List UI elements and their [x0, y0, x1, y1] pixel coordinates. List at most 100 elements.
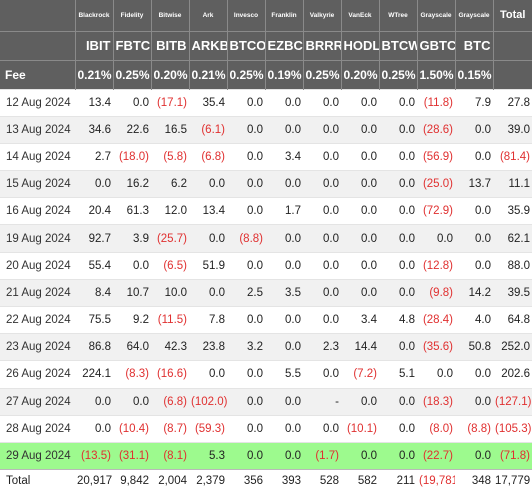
flow-value: 16.2: [113, 170, 151, 198]
flow-value: 0.0: [227, 387, 265, 416]
fee-blank: [492, 59, 532, 89]
flow-value: 4.0: [455, 305, 493, 334]
flow-value: (8.7): [151, 414, 189, 443]
flow-value: 0.0: [189, 170, 227, 198]
ticker-header-row: IBIT FBTC BITB ARKB BTCO EZBC BRRR HODL BTCW GBTC…: [0, 30, 532, 60]
flow-value: 0.0: [75, 387, 113, 416]
flow-value: 2.3: [303, 333, 341, 361]
flow-value: 0.0: [379, 88, 417, 117]
flow-value: 0.0: [113, 251, 151, 280]
flow-value: (8.3): [113, 360, 151, 389]
flow-value: (10.1): [341, 414, 379, 443]
table-row: 15 Aug 2024 0.0 16.2 6.2 0.0 0.0 0.0 0.0 0.0 0.0(…: [0, 170, 532, 198]
total-value: 393: [265, 469, 303, 492]
flow-value: 1.7: [265, 197, 303, 225]
flow-value: 0.0: [303, 88, 341, 117]
flow-value: 0.0: [379, 142, 417, 171]
flow-value: 7.9: [455, 88, 493, 117]
flow-value: (8.0): [417, 414, 455, 443]
flow-value: (17.1): [151, 88, 189, 117]
table-row: 22 Aug 2024 75.5 9.2 (11.5) 7.8 0.0 0.0 0.0 3.4 4…: [0, 305, 532, 334]
flow-value: 92.7: [75, 224, 113, 253]
flow-value: (28.6): [417, 115, 455, 144]
row-date: 22 Aug 2024: [0, 305, 75, 334]
issuer-label: Invesco: [226, 0, 265, 31]
ticker-blank: [492, 30, 532, 60]
table-row: 23 Aug 2024 86.8 64.0 42.3 23.8 3.2 0.0 2.3 14.4…: [0, 333, 532, 361]
row-date: 13 Aug 2024: [0, 115, 75, 144]
flow-value: (11.8): [417, 88, 455, 117]
flow-value: 0.0: [265, 333, 303, 361]
flow-value: (16.6): [151, 360, 189, 389]
flow-value: (59.3): [189, 414, 227, 443]
ticker-label: ARKB: [188, 30, 227, 60]
corner-cell: [0, 30, 75, 60]
fee-value: 0.20%: [340, 59, 379, 89]
flow-value: 0.0: [455, 251, 493, 280]
row-date: 19 Aug 2024: [0, 224, 75, 253]
flow-value: 0.0: [303, 360, 341, 389]
flow-value: (22.7): [417, 441, 455, 470]
flow-value: 0.0: [455, 360, 493, 389]
row-total: 11.1: [493, 170, 532, 198]
total-value: 348: [455, 469, 493, 492]
flow-value: 3.4: [265, 142, 303, 171]
flow-value: 0.0: [303, 224, 341, 253]
flow-value: 0.0: [303, 278, 341, 307]
flow-value: 5.1: [379, 360, 417, 389]
row-total: 62.1: [493, 224, 532, 253]
flow-value: 0.0: [265, 414, 303, 443]
flow-value: 0.0: [227, 170, 265, 198]
row-date: 15 Aug 2024: [0, 170, 75, 198]
flow-value: 14.4: [341, 333, 379, 361]
table-row: 28 Aug 2024 0.0 (10.4) (8.7) (59.3) 0.0 0.0 0.0…: [0, 414, 532, 443]
row-date: 21 Aug 2024: [0, 278, 75, 307]
flow-value: 0.0: [189, 224, 227, 253]
ticker-label: EZBC: [264, 30, 303, 60]
flow-value: 75.5: [75, 305, 113, 334]
table-row: 29 Aug 2024 (13.5) (31.1) (8.1) 5.3 0.0 0.0 (1.…: [0, 441, 532, 470]
table-row: 20 Aug 2024 55.4 0.0 (6.5) 51.9 0.0 0.0 0.0 0.0 0…: [0, 251, 532, 280]
flow-value: (6.1): [189, 115, 227, 144]
fee-value: 0.25%: [226, 59, 265, 89]
totals-row: Total 20,917 9,842 2,004 2,379 356 393 528 582 21…: [0, 469, 532, 492]
total-value: 2,379: [189, 469, 227, 492]
total-value: 211: [379, 469, 417, 492]
flow-value: 55.4: [75, 251, 113, 280]
flow-value: 0.0: [379, 224, 417, 253]
flow-value: 64.0: [113, 333, 151, 361]
total-value: 20,917: [75, 469, 113, 492]
flow-value: 3.9: [113, 224, 151, 253]
issuer-label: VanEck: [340, 0, 379, 31]
flow-value: (10.4): [113, 414, 151, 443]
flow-value: 0.0: [75, 170, 113, 198]
ticker-label: BRRR: [302, 30, 341, 60]
ticker-label: GBTC: [416, 30, 455, 60]
flow-value: 7.8: [189, 305, 227, 334]
fee-value: 1.50%: [416, 59, 455, 89]
flow-value: (18.0): [113, 142, 151, 171]
flow-value: 0.0: [303, 305, 341, 334]
row-total: (105.3): [493, 414, 532, 443]
row-date: 27 Aug 2024: [0, 387, 75, 416]
flow-value: 0.0: [227, 115, 265, 144]
total-value: (19,781): [417, 469, 455, 492]
flow-value: 0.0: [227, 441, 265, 470]
ticker-label: BITB: [150, 30, 189, 60]
table-row: 16 Aug 2024 20.4 61.3 12.0 13.4 0.0 1.7 0.0 0.0 0…: [0, 197, 532, 225]
ticker-label: BTC: [454, 30, 493, 60]
flow-value: 0.0: [417, 224, 455, 253]
flow-value: (18.3): [417, 387, 455, 416]
flow-value: 35.4: [189, 88, 227, 117]
row-date: 29 Aug 2024: [0, 441, 75, 470]
flow-value: 8.4: [75, 278, 113, 307]
flow-value: (8.8): [227, 224, 265, 253]
flow-value: (5.8): [151, 142, 189, 171]
flow-value: 0.0: [303, 251, 341, 280]
flow-value: 0.0: [417, 360, 455, 389]
flow-value: (72.9): [417, 197, 455, 225]
flow-value: 0.0: [341, 278, 379, 307]
flow-value: 0.0: [227, 414, 265, 443]
flow-value: (56.9): [417, 142, 455, 171]
fee-value: 0.15%: [454, 59, 493, 89]
